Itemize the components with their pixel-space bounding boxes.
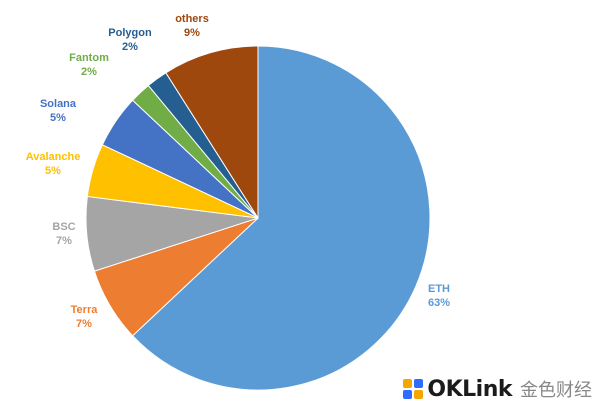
slice-pct-fantom: 2% xyxy=(81,66,97,78)
slice-label-avalanche: Avalanche xyxy=(26,151,81,163)
slice-label-bsc: BSC xyxy=(52,221,75,233)
slice-label-terra: Terra xyxy=(71,304,99,316)
pie-slice-others xyxy=(165,45,259,220)
slice-label-solana: Solana xyxy=(40,98,77,110)
slice-pct-others: 9% xyxy=(184,27,200,39)
slice-pct-solana: 5% xyxy=(50,112,66,124)
oklink-watermark: OKLink 金色财经 xyxy=(403,376,592,402)
slice-pct-bsc: 7% xyxy=(56,235,72,247)
slice-label-eth: ETH xyxy=(428,283,450,295)
watermark-cn-text: 金色财经 xyxy=(520,380,592,401)
slice-pct-avalanche: 5% xyxy=(45,165,61,177)
slice-pct-eth: 63% xyxy=(428,297,450,309)
slice-pct-polygon: 2% xyxy=(122,41,138,53)
slice-label-fantom: Fantom xyxy=(69,52,109,64)
oklink-logo-icon xyxy=(403,379,424,399)
slice-label-polygon: Polygon xyxy=(108,27,152,39)
slice-pct-terra: 7% xyxy=(76,318,92,330)
watermark-text: OKLink xyxy=(427,376,512,402)
slice-label-others: others xyxy=(175,13,209,25)
pie-slice-eth xyxy=(131,45,431,391)
